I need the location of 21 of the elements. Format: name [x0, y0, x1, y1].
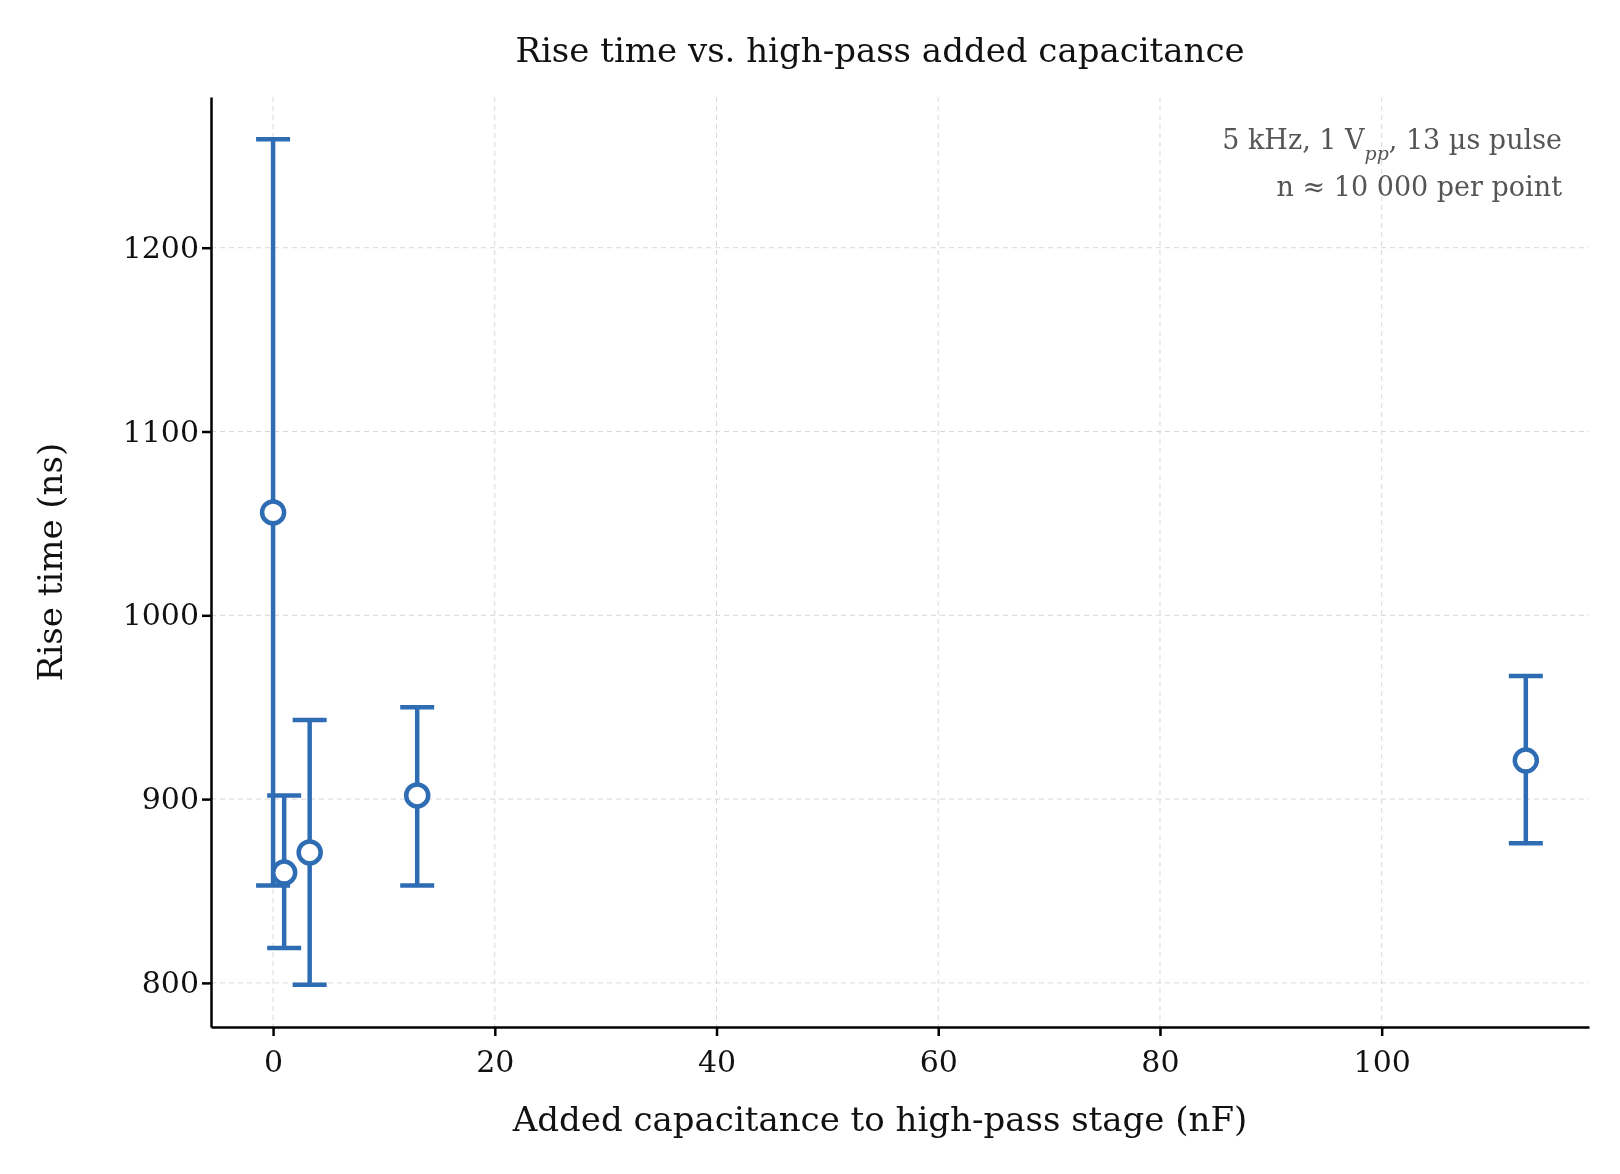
x-tick-label: 0	[264, 1044, 284, 1079]
point	[1512, 747, 1540, 774]
point	[296, 839, 323, 866]
y-tick-label: 800	[141, 964, 199, 1000]
x-tick-label: 40	[697, 1044, 737, 1079]
chart-title: Rise time vs. high-pass added capacitance	[515, 30, 1245, 70]
point	[403, 782, 431, 809]
y-tick-label: 1000	[122, 597, 199, 633]
x-tick-label: 60	[919, 1044, 958, 1079]
annotation: 5 kHz, 1 V$_{pp}$, 13 µs pulse	[1222, 124, 1562, 164]
y-tick-label: 1200	[122, 229, 199, 265]
y-tick-label: 1100	[122, 413, 199, 449]
point	[259, 499, 287, 526]
annotation: n ≈ 10 000 per point	[1276, 171, 1563, 202]
x-tick-label: 100	[1353, 1044, 1411, 1079]
point	[270, 859, 298, 886]
x-tick-label: 20	[476, 1044, 515, 1079]
x-axis-title: Added capacitance to high-pass stage (nF)	[511, 1099, 1248, 1139]
y-axis-title: Rise time (ns)	[30, 442, 70, 682]
y-tick-label: 900	[141, 781, 199, 817]
x-tick-label: 80	[1141, 1044, 1180, 1079]
